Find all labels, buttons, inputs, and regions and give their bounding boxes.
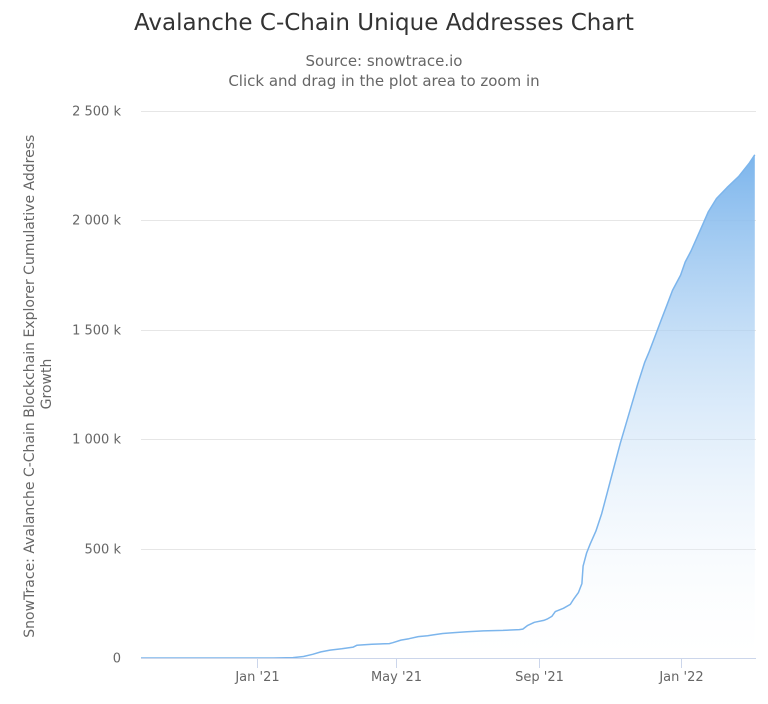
x-tick-label: Jan '22 <box>658 670 703 685</box>
x-axis-ticks: Jan '21 May '21 Sep '21 Jan '22 <box>234 658 704 685</box>
x-tick-label: Sep '21 <box>515 670 564 685</box>
zoom-hint: Click and drag in the plot area to zoom … <box>228 72 539 90</box>
y-tick-label: 2 000 k <box>72 214 121 229</box>
x-tick-label: Jan '21 <box>234 670 279 685</box>
chart-title: Avalanche C-Chain Unique Addresses Chart <box>134 10 634 36</box>
series-line[interactable] <box>141 154 756 659</box>
x-tick-label: May '21 <box>371 670 422 685</box>
series-area-fill <box>141 154 755 659</box>
y-axis-title-line-2: Growth <box>39 359 55 410</box>
chart-subtitle: Source: snowtrace.io <box>306 52 463 70</box>
y-tick-label: 1 000 k <box>72 433 121 448</box>
series-area[interactable] <box>141 154 756 659</box>
y-axis-title-line-1: SnowTrace: Avalanche C-Chain Blockchain … <box>22 135 38 638</box>
y-tick-label: 500 k <box>85 543 122 558</box>
y-tick-label: 2 500 k <box>72 105 121 120</box>
y-tick-label: 1 500 k <box>72 324 121 339</box>
y-axis-ticks: 0 500 k 1 000 k 1 500 k 2 000 k 2 500 k <box>72 105 121 667</box>
y-tick-label: 0 <box>113 652 121 667</box>
y-axis-title: SnowTrace: Avalanche C-Chain Blockchain … <box>22 130 55 637</box>
